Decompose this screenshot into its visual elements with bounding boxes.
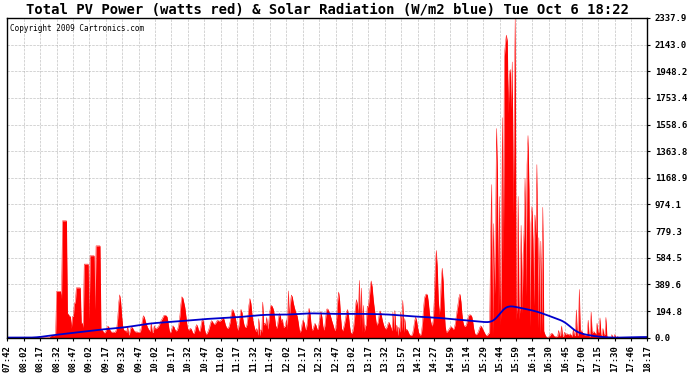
Title: Total PV Power (watts red) & Solar Radiation (W/m2 blue) Tue Oct 6 18:22: Total PV Power (watts red) & Solar Radia…: [26, 3, 629, 17]
Text: Copyright 2009 Cartronics.com: Copyright 2009 Cartronics.com: [10, 24, 145, 33]
